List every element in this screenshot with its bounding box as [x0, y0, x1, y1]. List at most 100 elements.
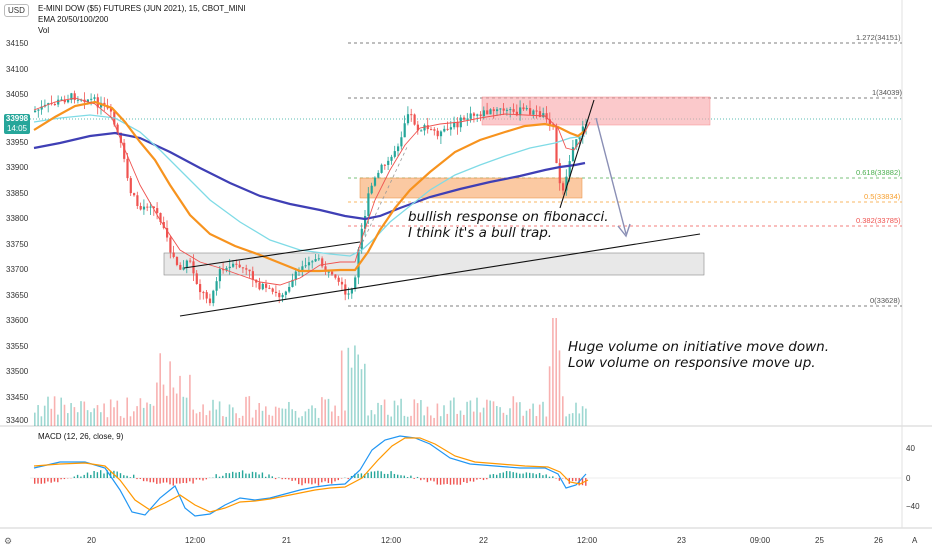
- volume-bar: [525, 410, 528, 426]
- macd-histogram-bar: [334, 478, 336, 482]
- ema-indicator-label[interactable]: EMA 20/50/100/200: [38, 15, 109, 24]
- candle-body: [410, 114, 413, 116]
- candle-body: [324, 266, 327, 272]
- gear-icon[interactable]: ⚙: [4, 536, 13, 546]
- candle-body: [195, 273, 198, 285]
- volume-bar: [456, 413, 458, 426]
- volume-bar: [288, 401, 290, 426]
- candle-body: [166, 228, 169, 238]
- volume-bar: [344, 410, 346, 426]
- macd-histogram-bar: [393, 473, 396, 478]
- macd-histogram-bar: [522, 473, 524, 478]
- macd-histogram-bar: [509, 471, 511, 478]
- volume-bar: [515, 402, 518, 426]
- macd-histogram-bar: [192, 478, 194, 484]
- candle-body: [175, 256, 179, 265]
- macd-histogram-bar: [232, 471, 234, 478]
- candle-body: [406, 114, 410, 124]
- volume-bar: [403, 415, 406, 426]
- time-tick: 26: [874, 536, 883, 545]
- candle-body: [529, 108, 532, 115]
- volume-bar: [331, 411, 333, 426]
- candle-body: [512, 109, 515, 112]
- macd-histogram-bar: [159, 478, 161, 484]
- macd-indicator-label[interactable]: MACD (12, 26, close, 9): [38, 432, 124, 441]
- macd-histogram-bar: [146, 478, 148, 482]
- volume-bar: [373, 414, 376, 426]
- candle-body: [304, 265, 307, 267]
- candle-body: [492, 109, 495, 112]
- candle-body: [482, 110, 485, 117]
- fib-label-1: 1(34039): [872, 88, 903, 97]
- macd-histogram-bar: [354, 473, 356, 478]
- volume-bar: [37, 405, 39, 426]
- volume-bar: [274, 406, 277, 426]
- macd-histogram-bar: [169, 478, 171, 485]
- time-tick: 23: [677, 536, 686, 545]
- candle-body: [479, 114, 482, 117]
- volume-bar: [53, 396, 56, 426]
- macd-histogram-bar: [76, 474, 79, 478]
- macd-histogram-bar: [311, 478, 313, 485]
- volume-bar: [271, 415, 274, 426]
- macd-histogram-bar: [548, 476, 551, 478]
- volume-bar: [278, 407, 280, 426]
- volume-bar: [469, 400, 472, 426]
- candle-body: [271, 288, 274, 292]
- candle-body: [245, 268, 248, 270]
- candle-body: [505, 109, 509, 111]
- macd-histogram-bar: [390, 471, 392, 478]
- macd-histogram-bar: [472, 478, 475, 482]
- price-tick: 33400: [6, 416, 29, 425]
- candle-body: [67, 99, 70, 103]
- macd-histogram-bar: [400, 475, 402, 478]
- resistance-zone: [481, 96, 711, 126]
- candle-body: [103, 102, 106, 106]
- fib-label-0: 0(33628): [870, 296, 901, 305]
- macd-histogram-bar: [175, 478, 178, 484]
- macd-histogram-bar: [515, 472, 518, 478]
- macd-histogram-bar: [479, 478, 481, 479]
- volume-bar: [152, 405, 155, 426]
- auto-scale-button[interactable]: A: [912, 536, 918, 545]
- macd-histogram-bar: [439, 478, 442, 485]
- macd-histogram-bar: [555, 478, 557, 479]
- volume-bar: [565, 416, 567, 426]
- volume-bar: [301, 416, 303, 426]
- candle-body: [317, 258, 320, 260]
- volume-bar: [532, 403, 534, 426]
- candle-body: [265, 283, 268, 288]
- fib-draw-line: [359, 144, 409, 249]
- macd-histogram-bar: [238, 472, 240, 478]
- volume-bar: [496, 406, 498, 426]
- macd-histogram-bar: [248, 473, 250, 478]
- macd-histogram-bar: [423, 478, 425, 480]
- macd-histogram-bar: [430, 478, 432, 481]
- macd-histogram-bar: [357, 473, 359, 478]
- macd-histogram-bar: [489, 474, 491, 478]
- currency-label[interactable]: USD: [4, 4, 29, 17]
- candle-body: [57, 99, 60, 105]
- macd-histogram-bar: [274, 478, 277, 480]
- volume-bar: [139, 398, 142, 426]
- volume-bar: [397, 405, 399, 426]
- volume-indicator-label[interactable]: Vol: [38, 26, 50, 35]
- price-tick: 33550: [6, 342, 29, 351]
- macd-histogram-bar: [255, 472, 257, 478]
- candle-body: [522, 107, 525, 110]
- macd-histogram-bar: [406, 477, 409, 478]
- candle-body: [73, 93, 76, 101]
- macd-histogram-bar: [172, 478, 174, 486]
- volume-bar: [568, 413, 571, 426]
- candle-body: [139, 206, 142, 210]
- candle-body: [515, 111, 518, 116]
- candle-body: [364, 215, 367, 229]
- macd-axis-tick: −40: [906, 502, 920, 511]
- candle-body: [109, 108, 113, 112]
- macd-histogram-bar: [241, 470, 244, 478]
- macd-histogram-bar: [314, 478, 316, 484]
- macd-histogram-bar: [403, 475, 405, 478]
- price-tick: 33450: [6, 393, 29, 402]
- candle-body: [192, 261, 195, 274]
